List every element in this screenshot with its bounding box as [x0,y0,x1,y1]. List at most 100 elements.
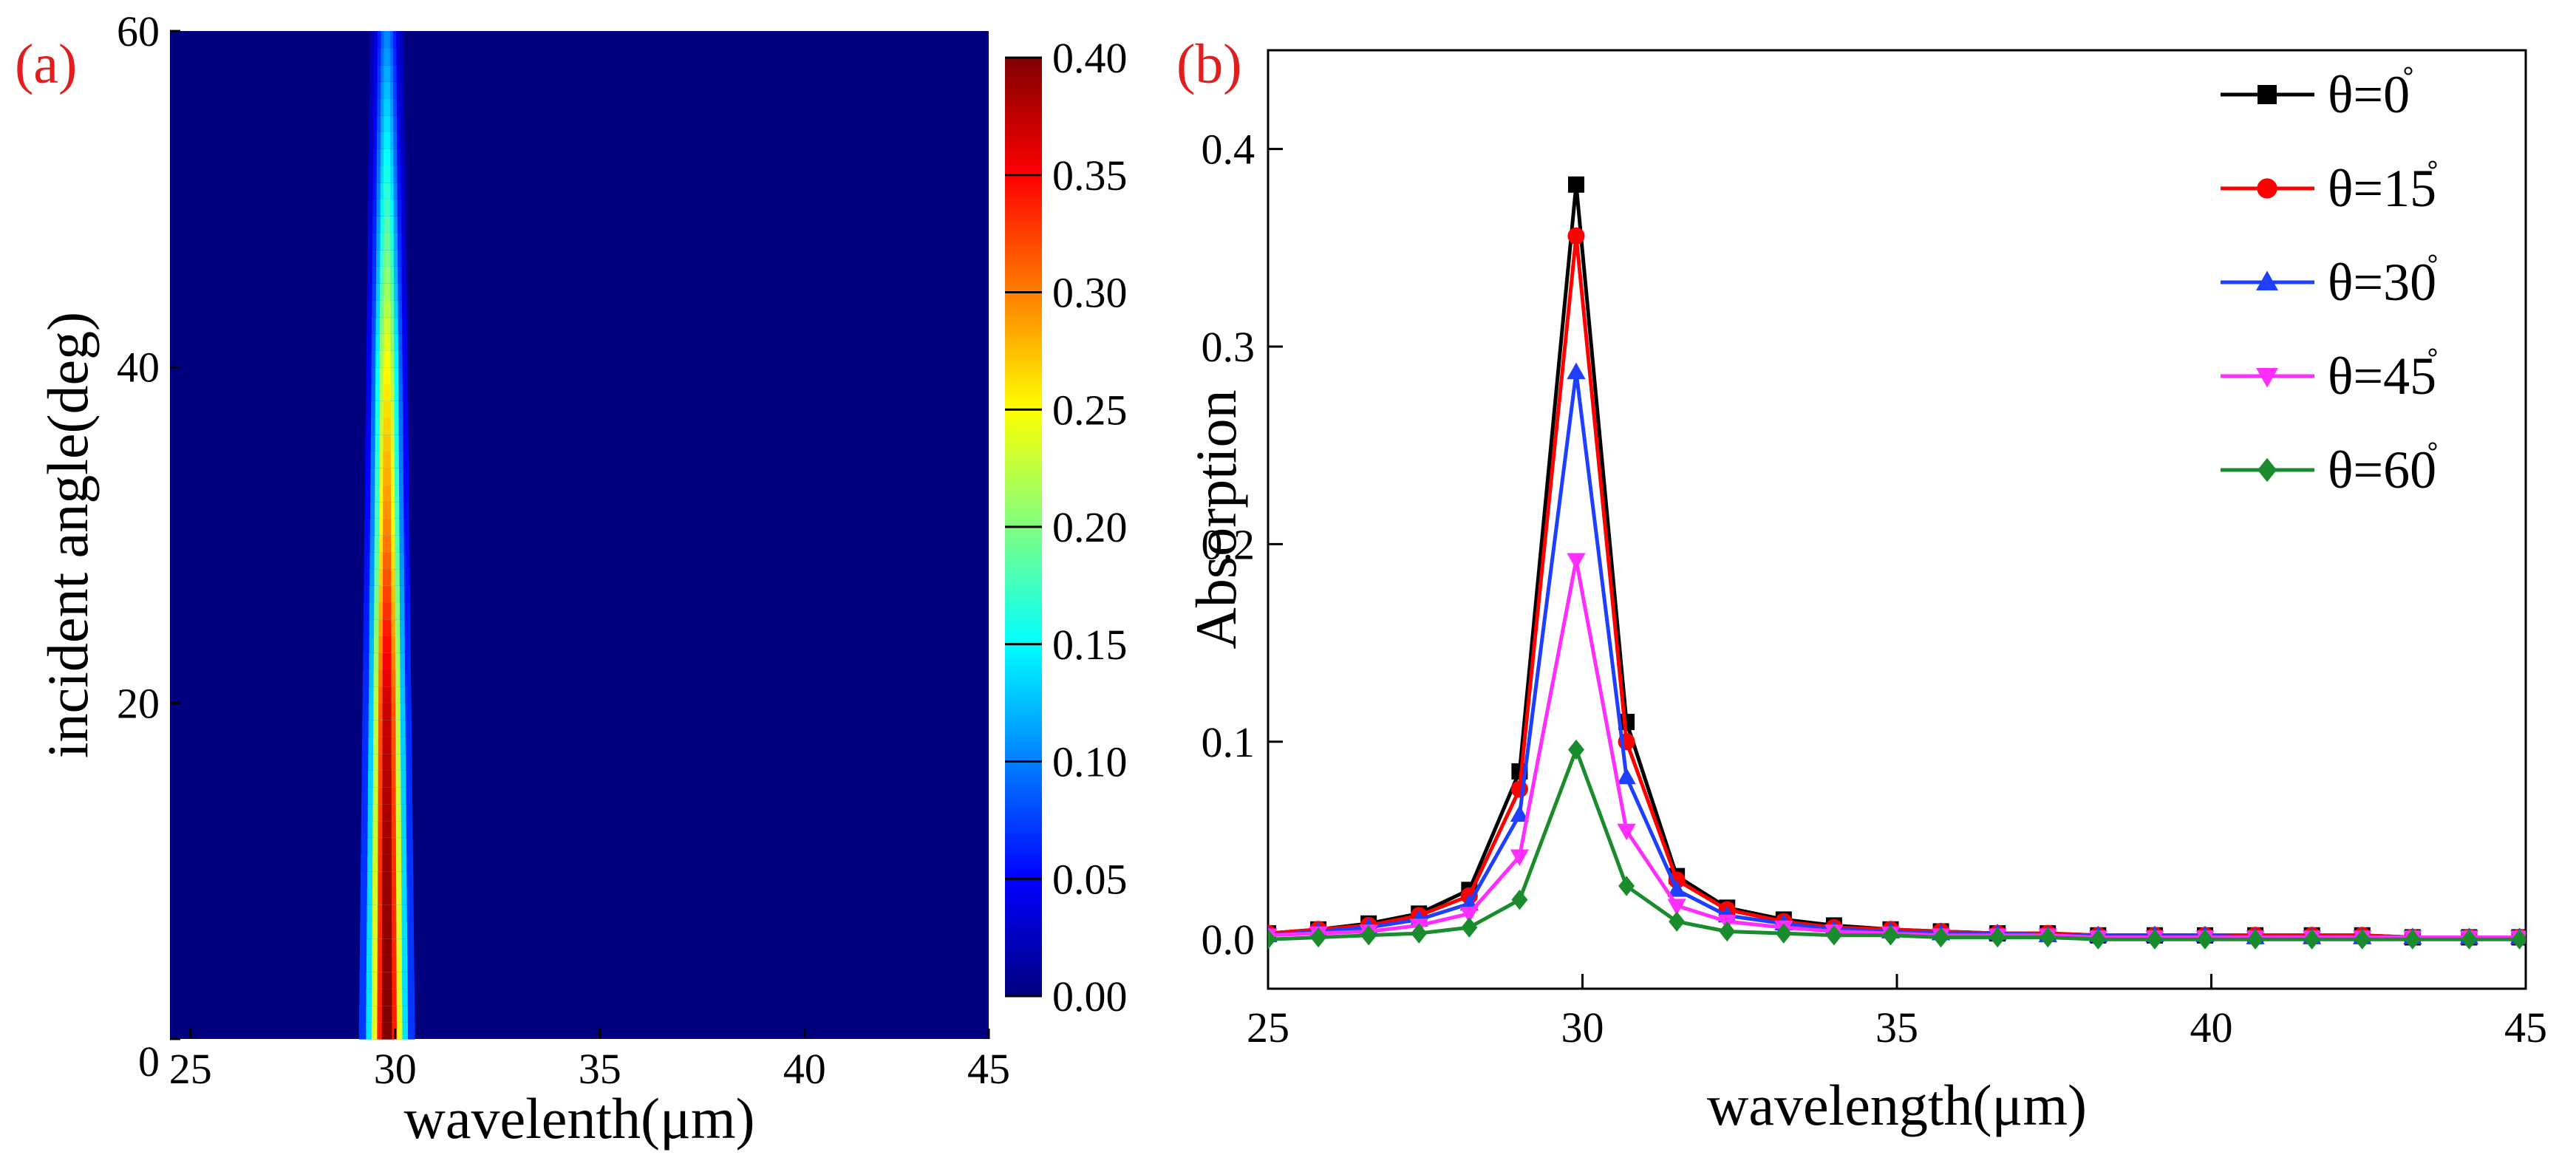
colorbar-tick-label: 0.25 [1052,386,1128,434]
legend-label: θ=0 [2328,65,2410,124]
line-y-tick-label: 0.0 [1202,916,1255,964]
heatmap-cell [384,98,390,116]
data-point [1567,227,1585,245]
heatmap-cell [384,31,390,49]
colorbar-tick-label: 0.00 [1052,972,1128,1020]
data-point [2404,929,2421,950]
data-point [2196,929,2213,950]
panel-a-label: (a) [15,33,77,95]
heatmap-background [170,31,989,1039]
series-line [1268,234,2520,939]
legend-entry: θ=0 [2221,65,2413,124]
colorbar: 0.00 0.05 0.10 0.15 0.20 0.25 0.30 0.35 0.40 [1005,34,1128,1020]
degree-symbol [2428,160,2437,169]
degree-symbol [2404,67,2413,75]
heatmap-cell [383,551,392,570]
heatmap-cell [382,787,392,805]
data-point [1511,889,1528,910]
heatmap-cell [384,149,391,166]
heatmap-cell [382,853,392,872]
colorbar-tick-label: 0.20 [1052,503,1128,551]
heatmap-y-tick-label: 60 [117,7,160,55]
data-point [1360,925,1377,946]
data-point [2146,929,2163,950]
data-point [1667,880,1686,897]
heatmap-cell [381,1022,392,1040]
series-line [1268,558,2520,939]
data-point [1932,927,1949,948]
legend-label: θ=30 [2328,253,2436,312]
data-point [1567,553,1586,570]
data-point [1310,927,1327,948]
heatmap-cell [383,216,391,234]
legend-marker [2256,270,2278,291]
heatmap-cell [382,887,392,905]
heatmap-cell [383,384,391,401]
colorbar-tick-label: 0.35 [1052,151,1128,200]
legend-marker [2258,85,2277,104]
line-y-tick-label: 0.3 [1202,323,1255,371]
heatmap-cell [383,568,392,586]
heatmap-cell [383,299,391,318]
series-line [1268,748,2520,941]
data-point [1411,923,1428,944]
line-chart-panel: 25 30 35 40 45 0.0 0.1 0.2 0.3 0.4 θ=0 θ=15 θ=30 θ=4… [1184,49,2547,1137]
legend-label: θ=45 [2328,347,2436,406]
heatmap-y-tick-label: 20 [117,679,160,727]
heatmap-cell [383,401,391,418]
legend-marker [2256,367,2278,388]
line-x-axis-title: wavelength(μm) [1707,1073,2087,1137]
line-x-tick-label: 25 [1247,1003,1289,1052]
data-point [1719,921,1736,942]
data-point [2303,929,2320,950]
line-y-tick-label: 0.4 [1202,126,1255,174]
line-y-axis-title: Absorption [1184,390,1248,650]
data-point [1617,823,1636,841]
heatmap-cell [382,820,392,838]
data-point [2511,929,2526,950]
data-point [1510,805,1530,822]
heatmap-cell [383,417,391,435]
data-point [2461,929,2478,950]
heatmap-cell [383,266,391,284]
heatmap-cell [382,635,392,653]
data-point [2354,929,2371,950]
data-point [1510,780,1528,798]
series-4 [1268,739,2526,950]
heatmap-cell [382,601,392,620]
heatmap-cell [384,132,391,149]
heatmap-cell [383,451,391,468]
colorbar-tick-label: 0.05 [1052,855,1128,903]
heatmap-cell [381,1005,392,1023]
heatmap-x-tick-label: 35 [579,1045,621,1093]
data-point [1618,876,1635,896]
colorbar-tick-label: 0.15 [1052,621,1128,669]
colorbar-tick-label: 0.10 [1052,738,1128,786]
heatmap-cell [383,518,392,536]
legend-marker [2257,178,2277,199]
data-point [1669,911,1686,932]
heatmap-cell [384,47,390,66]
line-y-tick-label: 0.1 [1202,718,1255,766]
data-point [1461,917,1478,938]
heatmap-cell [382,618,392,636]
heatmap-cell [382,770,392,788]
heatmap-cell [383,283,391,301]
data-point [1775,923,1792,944]
heatmap-cell [384,115,391,132]
heatmap-y-tick-label: 40 [117,344,160,392]
heatmap-cell [383,316,391,334]
heatmap-cell [383,333,391,351]
heatmap-cell [384,199,391,217]
legend-marker [2258,457,2277,483]
heatmap-cell [382,921,392,939]
heatmap-x-axis-title: wavelenth(μm) [404,1086,755,1151]
heatmap-cell [382,837,392,855]
data-point [2247,929,2264,950]
heatmap-cell [382,686,392,703]
line-x-tick-label: 40 [2190,1003,2233,1052]
data-point [1567,176,1584,193]
legend-label: θ=60 [2328,440,2436,500]
colorbar-tick-label: 0.40 [1052,34,1128,82]
